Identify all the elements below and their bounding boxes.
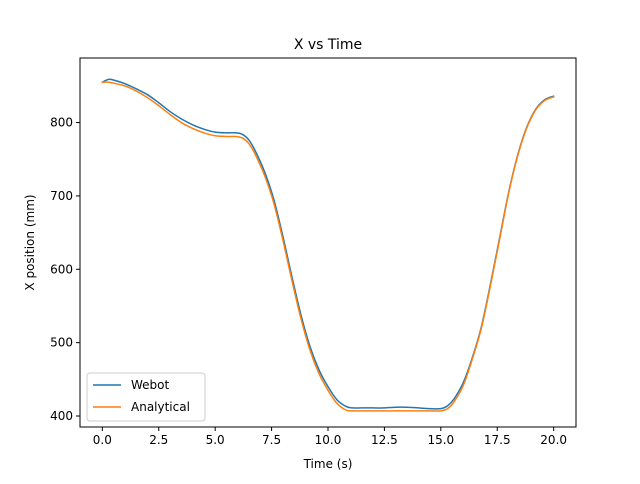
x-tick-label: 10.0 xyxy=(315,433,342,447)
legend: Webot Analytical xyxy=(86,372,206,422)
axes-frame xyxy=(79,57,577,428)
x-axis-ticks: 0.0 2.5 5.0 7.5 10.0 12.5 15.0 17.5 20.0 xyxy=(93,427,567,447)
x-tick-label: 2.5 xyxy=(149,433,168,447)
x-tick-label: 7.5 xyxy=(262,433,281,447)
y-tick-label: 500 xyxy=(50,336,73,350)
chart-title: X vs Time xyxy=(294,37,362,53)
y-tick-label: 600 xyxy=(50,262,73,276)
y-tick-label: 800 xyxy=(50,116,73,130)
x-tick-label: 17.5 xyxy=(484,433,511,447)
y-axis-ticks: 400 500 600 700 800 xyxy=(50,116,80,423)
plot-area xyxy=(101,78,555,412)
x-tick-label: 0.0 xyxy=(93,433,112,447)
y-axis-label: X position (mm) xyxy=(23,194,37,290)
legend-label-analytical: Analytical xyxy=(131,400,190,414)
series-line-analytical xyxy=(101,81,555,412)
x-tick-label: 15.0 xyxy=(427,433,454,447)
y-tick-label: 700 xyxy=(50,189,73,203)
x-tick-label: 20.0 xyxy=(540,433,567,447)
legend-label-webot: Webot xyxy=(131,378,170,392)
y-tick-label: 400 xyxy=(50,409,73,423)
x-tick-label: 5.0 xyxy=(206,433,225,447)
x-axis-label: Time (s) xyxy=(303,457,353,471)
x-tick-label: 12.5 xyxy=(371,433,398,447)
